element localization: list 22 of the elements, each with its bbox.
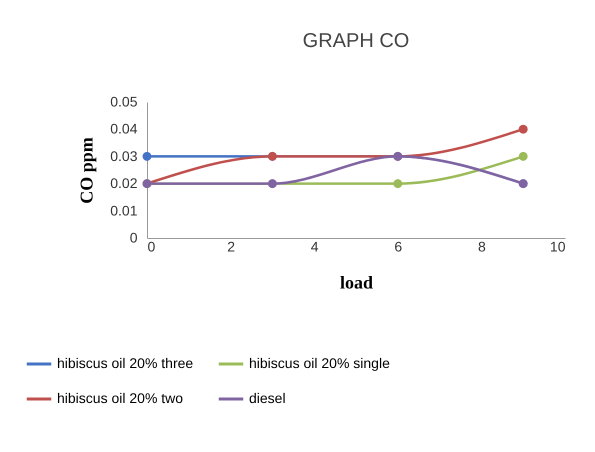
legend-label: hibiscus oil 20% three	[57, 355, 194, 371]
y-tick-label: 0.05	[110, 94, 138, 110]
point	[518, 152, 528, 161]
point	[393, 179, 402, 188]
legend-label: hibiscus oil 20% single	[249, 355, 390, 371]
x-tick-label: 8	[478, 238, 486, 254]
y-tick-label: 0.04	[110, 120, 138, 137]
x-tick-label: 10	[550, 238, 566, 254]
chart-title: GRAPH CO	[302, 30, 410, 52]
legend-label: diesel	[249, 390, 286, 406]
x-tick-label: 4	[310, 238, 319, 254]
y-tick-label: 0.03	[110, 148, 138, 164]
legend-label: hibiscus oil 20% two	[57, 390, 184, 406]
x-axis-title: load	[340, 272, 374, 292]
y-tick-label: 0.01	[110, 202, 138, 218]
y-tick-label: 0.02	[110, 175, 138, 192]
y-axis-title: CO ppm	[76, 137, 96, 204]
x-tick-label: 6	[394, 238, 402, 254]
x-tick-label: 0	[148, 238, 156, 254]
point	[518, 124, 528, 134]
x-tick-label: 2	[227, 238, 236, 254]
point	[142, 152, 152, 161]
